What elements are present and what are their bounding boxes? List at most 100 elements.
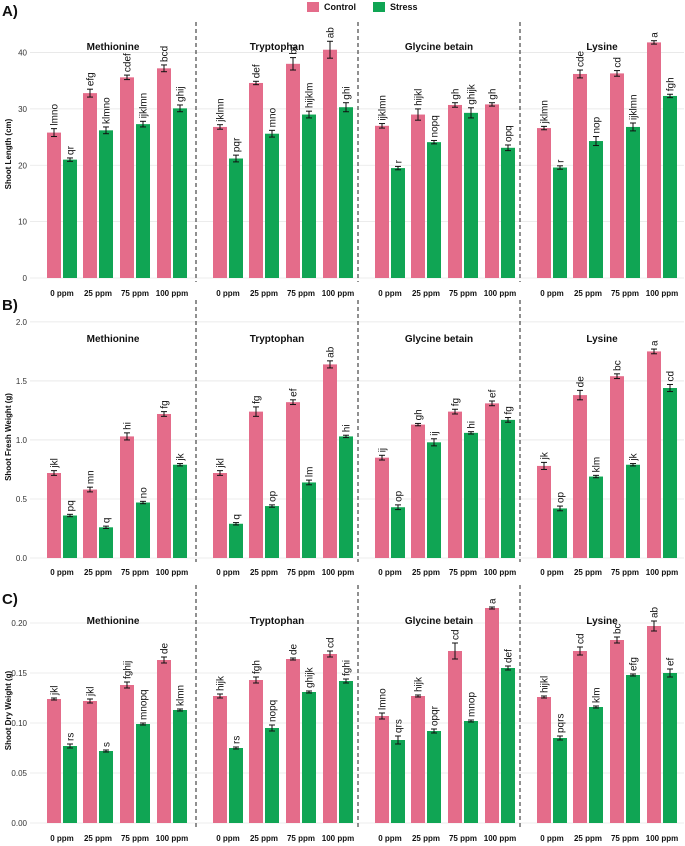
significance-label: cd (666, 371, 677, 382)
bar-control (448, 651, 462, 823)
legend-label-control: Control (324, 2, 356, 12)
bar-stress (265, 728, 279, 823)
significance-label: q (232, 514, 243, 520)
bar-stress (173, 710, 187, 823)
significance-label: ij (378, 448, 389, 452)
bar-control (249, 680, 263, 823)
bar-control (120, 77, 134, 278)
bar-stress (626, 464, 640, 558)
y-tick-label: 0.10 (11, 719, 27, 728)
y-tick-label: 20 (18, 161, 27, 170)
significance-label: opqr (430, 705, 441, 726)
x-tick-label: 100 ppm (484, 289, 516, 298)
significance-label: ab (326, 27, 337, 39)
bar-stress (464, 112, 478, 278)
bar-stress (229, 158, 243, 278)
significance-label: def (504, 649, 515, 663)
bar-control (323, 49, 337, 279)
x-tick-label: 100 ppm (646, 834, 678, 843)
significance-label: bcd (160, 46, 171, 62)
significance-label: s (102, 742, 113, 747)
legend-label-stress: Stress (390, 2, 418, 12)
significance-label: fg (504, 406, 515, 414)
group-title: Tryptophan (250, 334, 304, 345)
significance-label: qr (66, 145, 77, 155)
significance-label: r (394, 159, 405, 163)
significance-label: hi (342, 424, 353, 432)
x-tick-label: 25 ppm (84, 289, 112, 298)
significance-label: cdef (123, 53, 134, 72)
significance-label: ijklmn (629, 94, 640, 120)
significance-label: pqrs (556, 714, 567, 733)
significance-label: hijklm (305, 83, 316, 109)
y-tick-label: 2.0 (16, 318, 28, 327)
legend-swatch-stress (373, 2, 385, 12)
bar-stress (501, 668, 515, 823)
bar-control (610, 640, 624, 823)
bar-control (213, 473, 227, 558)
group-title: Glycine betain (405, 616, 473, 627)
significance-label: op (556, 491, 567, 503)
x-tick-label: 100 ppm (484, 834, 516, 843)
bar-control (83, 489, 97, 558)
bar-stress (302, 114, 316, 278)
significance-label: q (102, 518, 113, 524)
x-tick-label: 0 ppm (216, 289, 240, 298)
significance-label: cd (613, 57, 624, 68)
significance-label: jkl (86, 687, 97, 697)
x-tick-label: 0 ppm (50, 568, 74, 577)
x-tick-label: 0 ppm (540, 289, 564, 298)
significance-label: efg (86, 72, 97, 86)
significance-label: bc (613, 623, 624, 634)
bar-stress (339, 681, 353, 823)
group-tryptophan: Tryptophan hijk rs 0 ppm fgh nopq 25 ppm deghij… (213, 616, 354, 843)
significance-label: gh (451, 89, 462, 100)
bar-stress (63, 515, 77, 558)
legend-swatch-control (307, 2, 319, 12)
bar-stress (553, 167, 567, 278)
group-title: Methionine (87, 616, 140, 627)
bar-control (610, 376, 624, 558)
significance-label: ef (289, 388, 300, 397)
bar-stress (663, 95, 677, 278)
bar-control (573, 651, 587, 823)
significance-label: jk (176, 452, 187, 461)
bar-control (647, 626, 661, 823)
significance-label: fg (451, 398, 462, 406)
significance-label: nopq (430, 115, 441, 137)
significance-label: klmno (102, 97, 113, 124)
bar-stress (626, 126, 640, 278)
group-glycine-betain: Glycine betain ij op 0 ppm gh ij 25 ppm fg hi 75 … (375, 334, 516, 577)
group-methionine: Methionine jkl rs 0 ppm jkl s 25 ppm fghij mnopq… (47, 616, 188, 843)
significance-label: pq (66, 500, 77, 511)
bar-control (448, 104, 462, 278)
x-tick-label: 75 ppm (611, 568, 639, 577)
y-tick-label: 0 (23, 274, 28, 283)
group-title: Methionine (87, 334, 140, 345)
significance-label: efg (629, 657, 640, 671)
bar-stress (391, 507, 405, 558)
x-tick-label: 100 ppm (646, 289, 678, 298)
x-tick-label: 75 ppm (121, 568, 149, 577)
bar-control (83, 93, 97, 278)
bar-control (647, 42, 661, 279)
group-lysine: Lysine hijkl pqrs 0 ppm cd klm 25 ppm bc efg 75 p… (537, 606, 678, 843)
group-title: Glycine betain (405, 42, 473, 53)
significance-label: fg (252, 396, 263, 404)
x-tick-label: 25 ppm (574, 289, 602, 298)
bar-stress (589, 476, 603, 558)
x-tick-label: 25 ppm (574, 568, 602, 577)
panel-label: C) (2, 591, 18, 608)
bar-stress (302, 692, 316, 823)
x-tick-label: 0 ppm (540, 568, 564, 577)
bar-stress (265, 506, 279, 558)
bar-stress (229, 748, 243, 823)
group-methionine: Methionine jkl pq 0 ppm mn q 25 ppm hi no 75 ppm f… (47, 334, 188, 577)
significance-label: lm (305, 467, 316, 478)
group-title: Glycine betain (405, 334, 473, 345)
bar-control (537, 465, 551, 558)
significance-label: mno (268, 107, 279, 127)
bar-control (411, 424, 425, 558)
y-tick-label: 1.0 (16, 436, 28, 445)
